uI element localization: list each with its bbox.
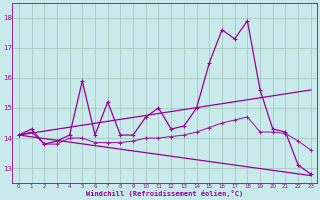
X-axis label: Windchill (Refroidissement éolien,°C): Windchill (Refroidissement éolien,°C) [86, 190, 244, 197]
